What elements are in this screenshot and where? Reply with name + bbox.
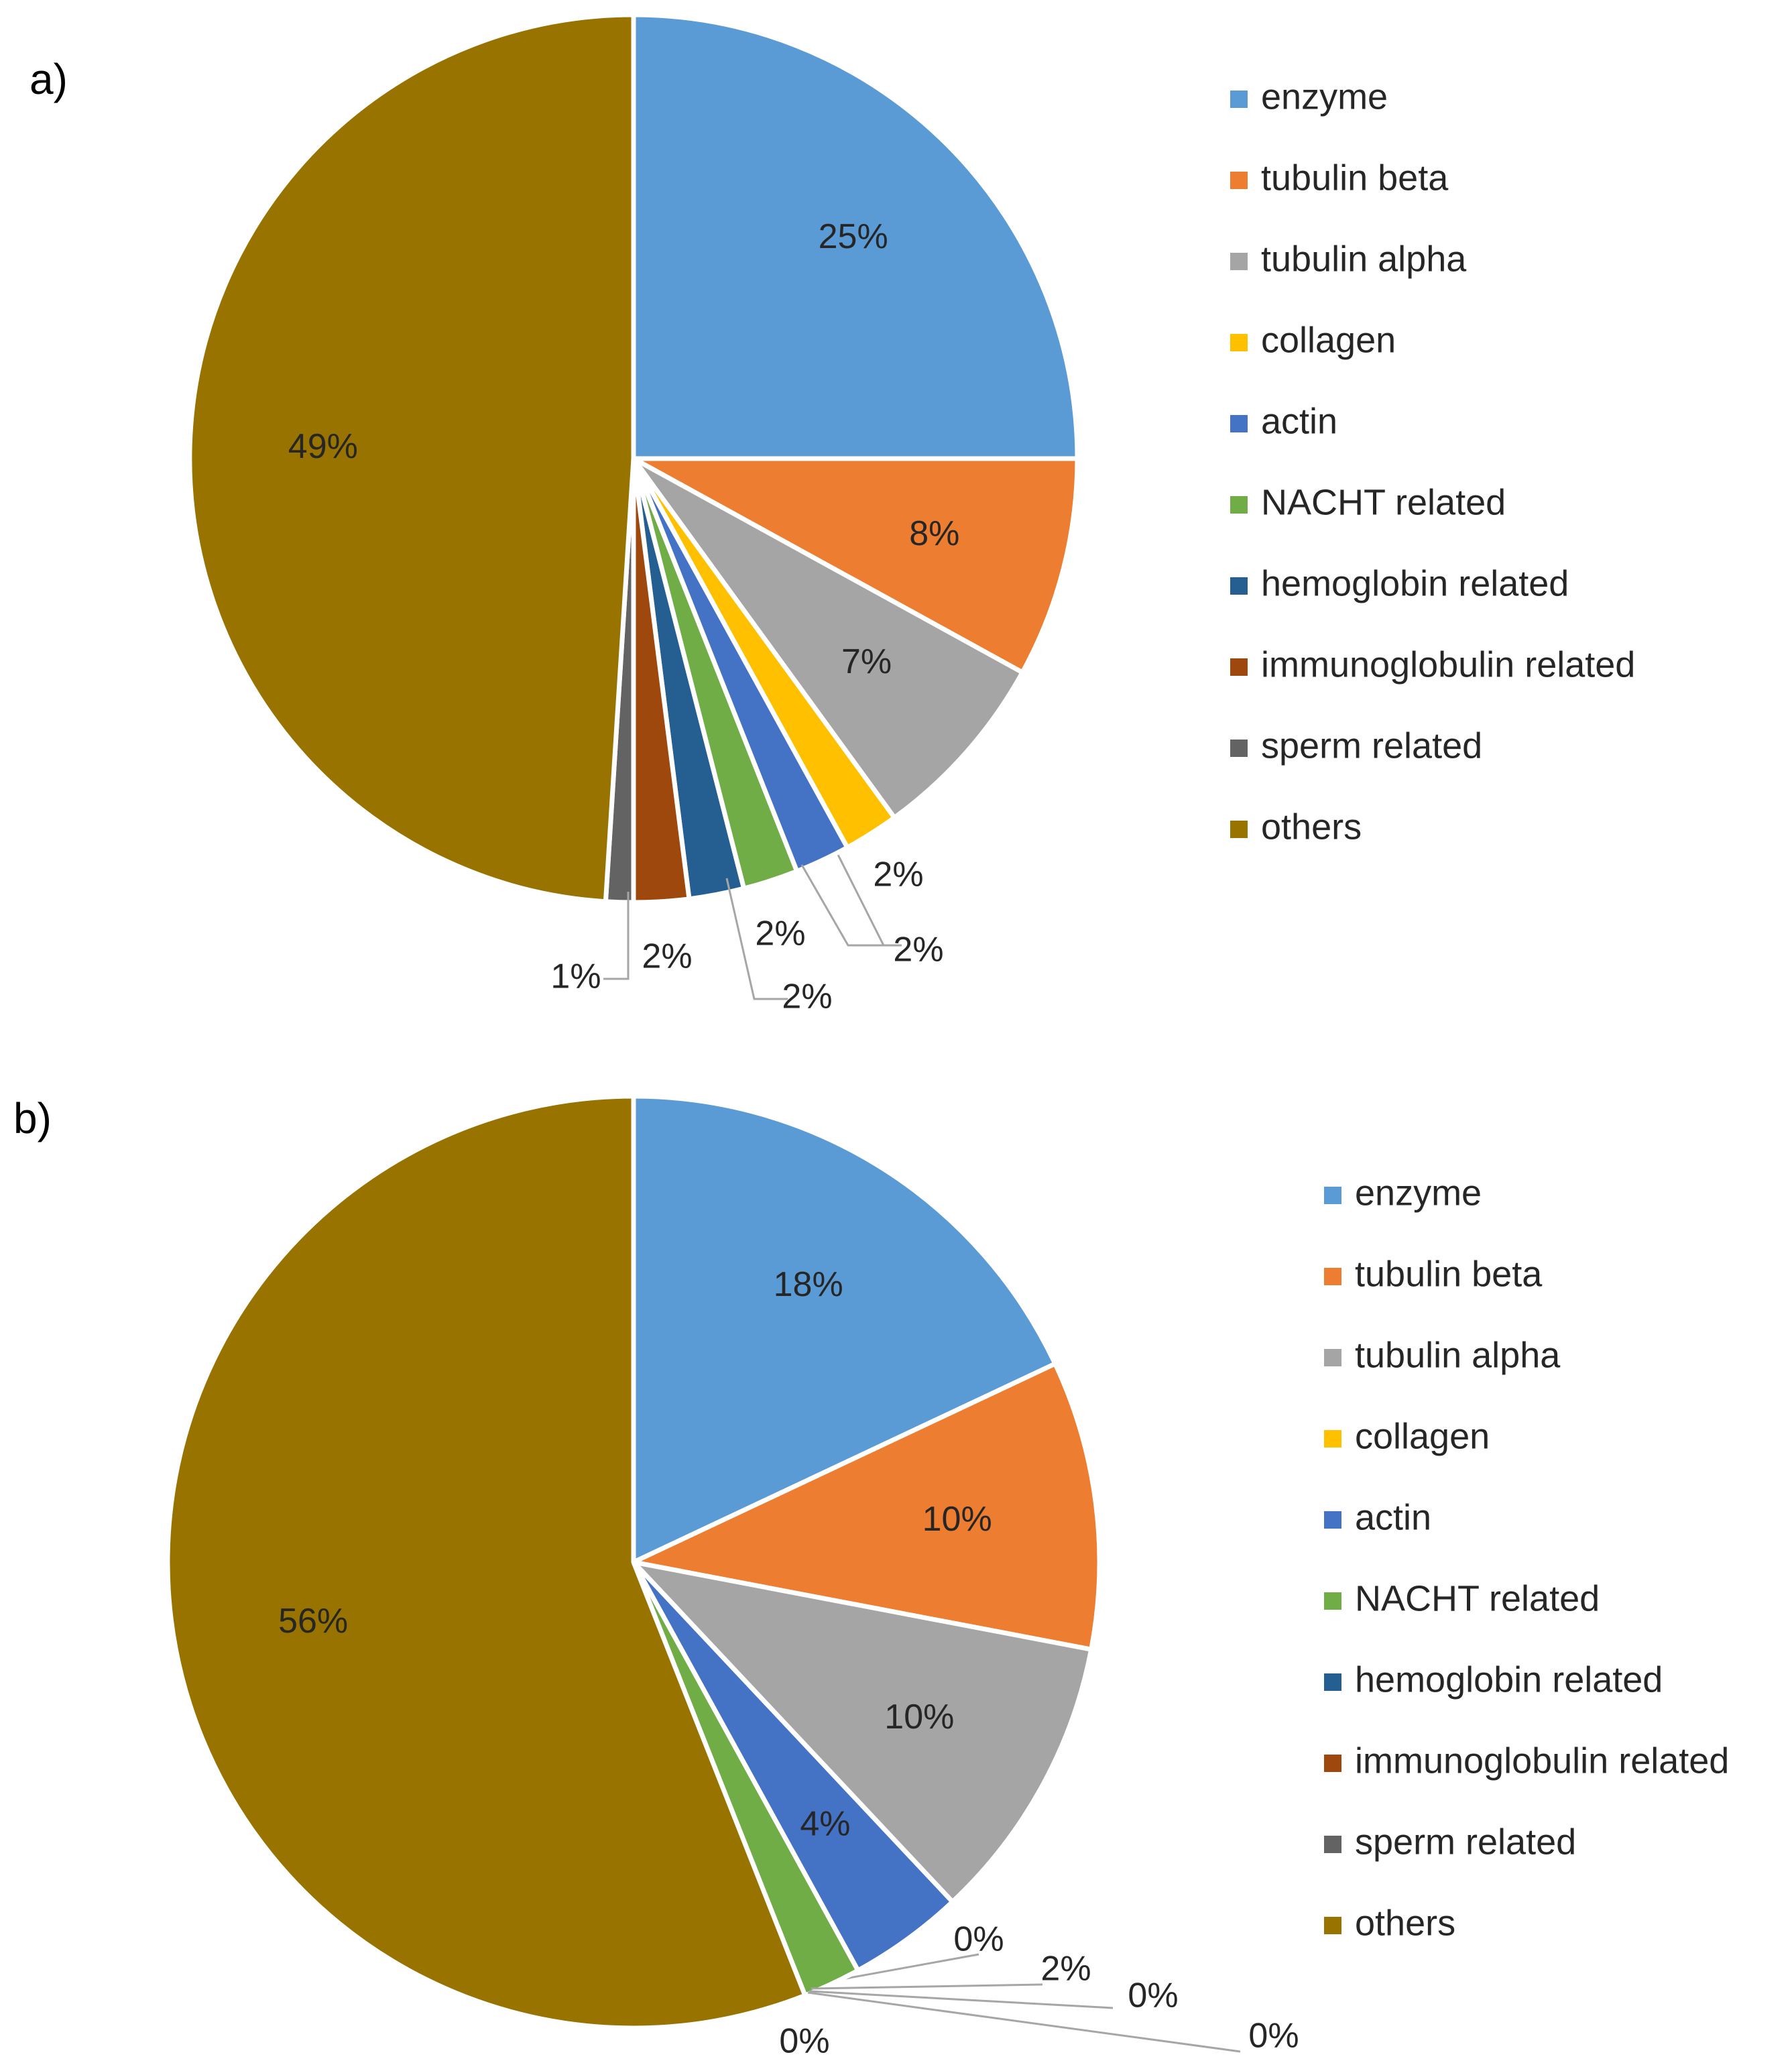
legend-label-others: others [1261, 807, 1362, 847]
legend-label-nacht-related: NACHT related [1355, 1578, 1600, 1618]
data-label-hemoglobin-related: 2% [782, 978, 832, 1016]
legend-label-enzyme: enzyme [1261, 76, 1388, 117]
leader-line-hemoglobin-related [725, 878, 788, 1000]
legend-label-tubulin-beta: tubulin beta [1261, 158, 1449, 198]
legend-label-hemoglobin-related: hemoglobin related [1261, 563, 1569, 603]
data-label-nacht-related: 2% [755, 914, 805, 953]
legend-label-sperm-related: sperm related [1355, 1822, 1576, 1862]
data-label-sperm-related: 1% [550, 957, 601, 996]
data-label-tubulin-alpha: 10% [884, 1698, 954, 1736]
pie-slice-others [165, 1093, 808, 2031]
data-label-others: 56% [278, 1602, 348, 1641]
legend-label-actin: actin [1261, 401, 1337, 441]
legend-swatch-others [1324, 1917, 1341, 1934]
legend-swatch-immunoglobulin-related [1324, 1755, 1341, 1772]
legend-label-others: others [1355, 1903, 1455, 1943]
legend-swatch-hemoglobin-related [1324, 1673, 1341, 1691]
legend-label-sperm-related: sperm related [1261, 725, 1482, 766]
pie-slice-tubulin-beta [631, 1361, 1102, 1652]
legend-label-hemoglobin-related: hemoglobin related [1355, 1659, 1663, 1700]
pie-slice-others [187, 12, 636, 904]
leader-line-nacht-related [811, 1983, 1043, 1990]
pie-slice-enzyme [631, 1093, 1058, 1565]
pie-slice-tubulin-alpha [631, 1559, 1094, 1905]
legend-swatch-actin [1230, 415, 1248, 432]
data-label-enzyme: 25% [819, 217, 888, 256]
panel-b-label: b) [13, 1094, 52, 1142]
legend-swatch-immunoglobulin-related [1230, 658, 1248, 676]
legend-swatch-enzyme [1230, 91, 1248, 108]
pie-slice-tubulin-beta [631, 456, 1080, 675]
legend-swatch-tubulin-alpha [1324, 1349, 1341, 1366]
legend-b: enzyme tubulin beta tubulin alpha collagen a… [1324, 1173, 1729, 1943]
data-label-immunoglobulin-related: 2% [642, 937, 692, 976]
legend-label-tubulin-beta: tubulin beta [1355, 1254, 1543, 1294]
data-label-actin: 2% [893, 931, 943, 969]
legend-label-actin: actin [1355, 1497, 1431, 1537]
legend-swatch-others [1230, 821, 1248, 838]
leader-line-immunoglobulin-related [807, 1991, 1241, 2053]
leader-line-hemoglobin-related [809, 1990, 1114, 2009]
data-label-actin: 4% [800, 1804, 850, 1843]
legend-swatch-nacht-related [1324, 1592, 1341, 1610]
data-label-collagen: 0% [953, 1920, 1004, 1959]
data-label-others: 49% [288, 427, 358, 466]
legend-label-collagen: collagen [1261, 320, 1396, 360]
data-label-collagen: 2% [873, 855, 923, 894]
data-label-hemoglobin-related: 0% [1128, 1976, 1178, 2015]
legend-label-collagen: collagen [1355, 1416, 1490, 1456]
pie-chart-a: 25% 8% 7% 2% 2% 2% 2% 2% 1% 49% [187, 12, 1080, 1016]
legend-swatch-hemoglobin-related [1230, 577, 1248, 595]
legend-swatch-nacht-related [1230, 496, 1248, 514]
leader-line-actin [800, 864, 884, 947]
legend-label-immunoglobulin-related: immunoglobulin related [1355, 1740, 1729, 1781]
legend-label-tubulin-alpha: tubulin alpha [1261, 239, 1467, 279]
legend-swatch-collagen [1230, 334, 1248, 351]
legend-label-tubulin-alpha: tubulin alpha [1355, 1335, 1561, 1375]
data-label-tubulin-beta: 8% [909, 514, 959, 553]
pie-chart-b: 18% 10% 10% 0% 4% 2% 0% 0% 0% 56% [165, 1093, 1299, 2061]
legend-swatch-enzyme [1324, 1187, 1341, 1204]
data-label-nacht-related: 2% [1040, 1950, 1091, 1989]
data-label-tubulin-alpha: 7% [841, 642, 892, 681]
legend-a: enzyme tubulin beta tubulin alpha collagen a… [1230, 76, 1635, 847]
data-label-tubulin-beta: 10% [922, 1500, 992, 1539]
data-label-immunoglobulin-related: 0% [1248, 2017, 1299, 2056]
legend-swatch-tubulin-beta [1324, 1268, 1341, 1285]
legend-swatch-tubulin-beta [1230, 172, 1248, 189]
legend-swatch-collagen [1324, 1430, 1341, 1447]
legend-label-enzyme: enzyme [1355, 1173, 1482, 1213]
legend-swatch-sperm-related [1324, 1836, 1341, 1853]
data-label-sperm-related: 0% [779, 2022, 829, 2061]
pie-slice-enzyme [631, 12, 1080, 461]
legend-label-nacht-related: NACHT related [1261, 482, 1506, 522]
legend-swatch-tubulin-alpha [1230, 253, 1248, 270]
data-label-enzyme: 18% [774, 1265, 843, 1304]
pie-slice-tubulin-alpha [631, 456, 1025, 821]
legend-label-immunoglobulin-related: immunoglobulin related [1261, 644, 1635, 685]
legend-swatch-actin [1324, 1511, 1341, 1529]
leader-line-sperm-related [603, 892, 630, 980]
panel-a-label: a) [29, 55, 68, 103]
legend-swatch-sperm-related [1230, 740, 1248, 757]
